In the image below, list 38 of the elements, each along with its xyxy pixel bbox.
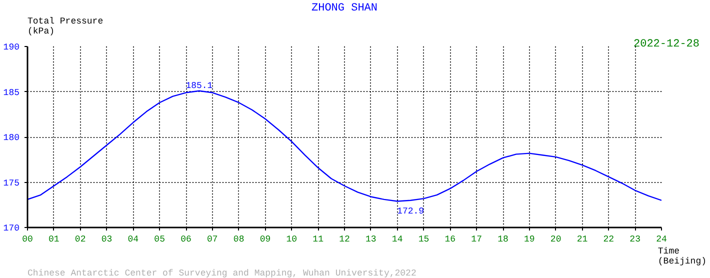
x-tick-label: 22 bbox=[603, 234, 614, 244]
annotation: 185.1 bbox=[186, 80, 213, 91]
x-tick-label: 09 bbox=[260, 234, 271, 244]
y-tick-label: 190 bbox=[3, 42, 20, 52]
y-tick-label: 180 bbox=[3, 133, 20, 143]
x-tick-label: 24 bbox=[656, 234, 667, 244]
annotation: 172.9 bbox=[397, 206, 424, 216]
x-tick-label: 14 bbox=[392, 234, 403, 244]
x-tick-label: 10 bbox=[286, 234, 298, 244]
x-tick-label: 06 bbox=[180, 234, 192, 244]
x-tick-label: 16 bbox=[444, 234, 456, 244]
x-tick-label: 08 bbox=[233, 234, 244, 244]
x-tick-label: 00 bbox=[22, 234, 33, 244]
x-tick-label: 15 bbox=[418, 234, 430, 244]
y-tick-label: 185 bbox=[3, 88, 20, 98]
x-tick-label: 20 bbox=[550, 234, 562, 244]
x-tick-label: 07 bbox=[207, 234, 218, 244]
line-series bbox=[28, 90, 662, 202]
y-tick-label: 175 bbox=[3, 178, 20, 188]
x-tick-label: 19 bbox=[524, 234, 535, 244]
y-tick-label: 170 bbox=[3, 224, 20, 234]
x-axis-title: Time (Beijing) bbox=[658, 246, 706, 266]
chart-subtitle: 2022-12-28 bbox=[633, 38, 700, 50]
chart-title: ZHONG SHAN bbox=[311, 2, 378, 14]
x-tick-label: 04 bbox=[128, 234, 139, 244]
x-tick-label: 18 bbox=[498, 234, 508, 244]
x-tick-label: 13 bbox=[366, 234, 376, 244]
x-tick-label: 23 bbox=[630, 234, 640, 244]
x-tick-label: 03 bbox=[101, 234, 112, 244]
text: Chinese Antarctic Center of Surveying and Mapping, Wuhan University,2022 bbox=[28, 268, 416, 278]
x-tick-label: 05 bbox=[154, 234, 165, 244]
y-axis-title: Total Pressure (kPa) bbox=[28, 16, 104, 36]
x-tick-label: 21 bbox=[576, 234, 588, 244]
x-tick-label: 12 bbox=[339, 234, 350, 244]
x-tick-label: 17 bbox=[471, 234, 482, 244]
x-tick-label: 11 bbox=[312, 234, 324, 244]
x-tick-label: 02 bbox=[74, 234, 86, 244]
x-tick-label: 01 bbox=[48, 234, 60, 244]
